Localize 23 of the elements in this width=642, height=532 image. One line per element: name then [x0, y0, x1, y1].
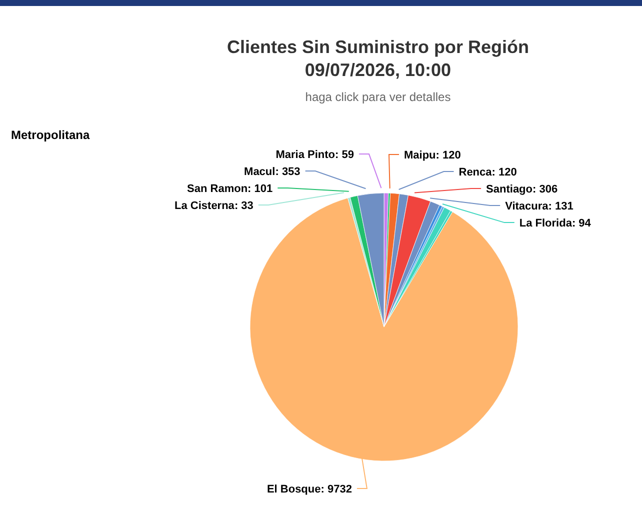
data-label: : 94	[572, 217, 592, 230]
data-label: : 9732	[320, 483, 352, 496]
slice-label: La Florida	[519, 217, 573, 230]
data-label: : 120	[436, 149, 461, 162]
slice-label: Renca	[458, 166, 493, 178]
slice-label: El Bosque	[266, 483, 321, 496]
slice-label: Santiago	[486, 183, 533, 196]
slice-label: Maria Pinto	[276, 148, 336, 161]
data-label: : 101	[248, 182, 273, 195]
chart-subtitle: haga click para ver detalles	[304, 90, 452, 104]
slice-label: San Ramon	[187, 182, 248, 195]
data-label: : 306	[532, 183, 558, 196]
slice-label: Macul	[244, 166, 276, 178]
data-label: : 131	[548, 200, 574, 212]
data-label: : 120	[492, 166, 517, 178]
data-label: : 59	[335, 148, 354, 161]
slice-label: Vitacura	[505, 200, 550, 212]
slice-label: Maipu	[404, 149, 436, 162]
data-label: : 353	[275, 166, 300, 178]
slice-label: La Cisterna	[174, 200, 236, 212]
chart-title: Clientes Sin Suministro por Región 09/07/2026, 10:00	[226, 36, 530, 82]
text: Metropolitana	[11, 128, 90, 142]
data-label: : 33	[234, 200, 254, 212]
